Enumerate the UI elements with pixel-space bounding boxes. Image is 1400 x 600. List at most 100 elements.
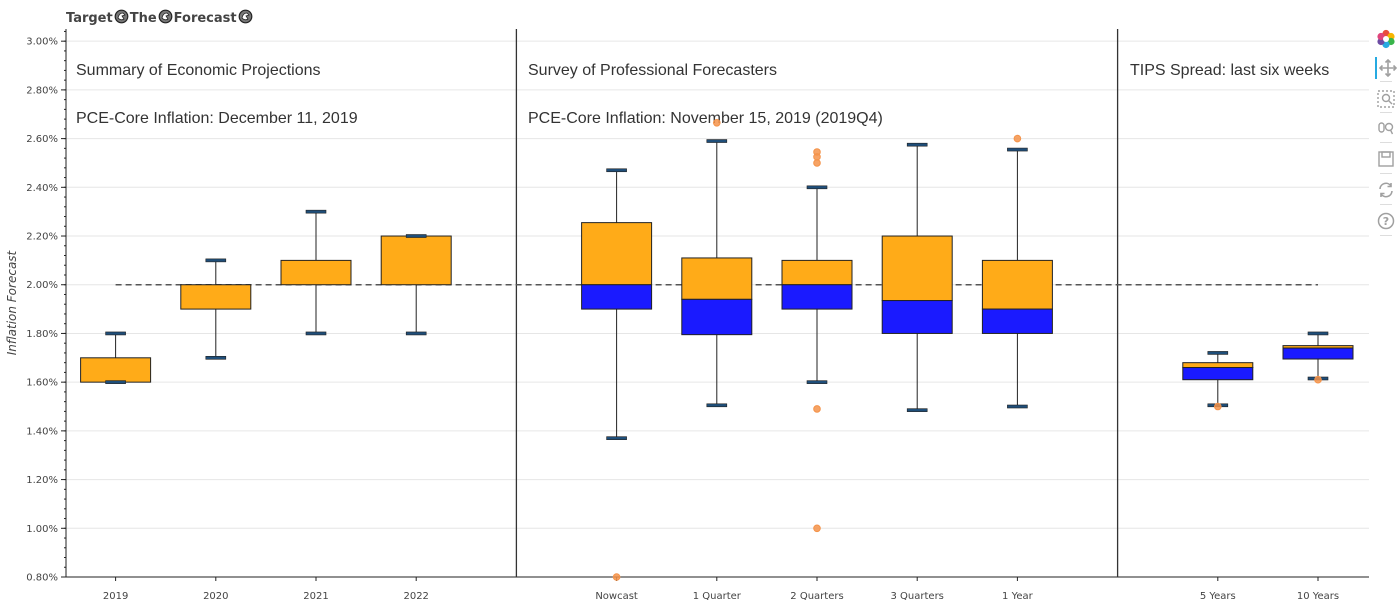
lower-box — [881, 300, 953, 334]
outlier-point — [612, 573, 621, 581]
upper-box — [180, 284, 252, 310]
y-tick-label: 2.60% — [26, 134, 58, 145]
upper-box — [380, 235, 452, 286]
lower-box — [981, 308, 1053, 334]
outlier-point — [813, 159, 821, 167]
x-tick-label: 2 Quarters — [790, 591, 843, 600]
upper-whisker-cap — [806, 185, 828, 190]
x-tick-label: 2020 — [203, 591, 228, 600]
pointing-hand-icon — [114, 9, 129, 24]
x-tick-label: 2019 — [103, 591, 128, 600]
outlier-point — [1314, 375, 1322, 384]
y-tick-label: 1.80% — [26, 329, 58, 340]
upper-whisker-cap — [105, 331, 126, 336]
y-axis: 0.80% 1.00% 1.20% 1.40% 1.60% 1.80% 2.00% 2.20%… — [5, 29, 67, 584]
upper-box — [581, 222, 653, 286]
upper-whisker-cap — [205, 258, 227, 263]
lower-box — [681, 298, 753, 336]
upper-box — [80, 357, 152, 383]
box-10-years — [1282, 331, 1354, 384]
upper-box — [781, 259, 853, 286]
y-tick-label: 2.80% — [26, 85, 58, 96]
outlier-point — [1214, 402, 1222, 411]
upper-whisker-cap — [906, 142, 928, 147]
y-tick-label: 2.40% — [26, 183, 58, 194]
box-2021 — [280, 209, 352, 336]
pointing-hand-icon — [158, 9, 173, 24]
y-tick-label: 0.80% — [26, 573, 58, 584]
box-1-quarter — [681, 118, 753, 408]
y-tick-label: 1.20% — [26, 475, 58, 486]
outlier-point — [813, 405, 821, 413]
svg-text:?: ? — [1383, 215, 1389, 228]
bokeh-logo-icon[interactable] — [1375, 28, 1397, 50]
x-tick-label: 3 Quarters — [891, 591, 944, 600]
lower-box — [581, 284, 653, 310]
wheel-zoom-icon[interactable] — [1375, 117, 1397, 139]
upper-whisker-cap — [1207, 351, 1229, 355]
box-1-year — [981, 134, 1053, 409]
x-tick-label: 2021 — [303, 591, 328, 600]
y-tick-label: 2.20% — [26, 232, 58, 243]
title-word: Forecast — [173, 11, 237, 26]
upper-box — [681, 257, 753, 300]
panel-3: TIPS Spread: last six weeks — [1130, 62, 1354, 411]
outlier-point — [713, 118, 721, 127]
page-title: Target The Forecast — [66, 9, 254, 26]
upper-whisker-cap — [706, 139, 728, 143]
panel-subheading: PCE-Core Inflation: November 15, 2019 (2… — [528, 110, 883, 127]
upper-box — [881, 235, 953, 302]
box-2020 — [180, 258, 252, 360]
lower-box — [1182, 367, 1254, 381]
toolbar: ? — [1370, 28, 1400, 248]
lower-whisker-cap — [205, 355, 227, 360]
upper-whisker-cap — [1307, 331, 1329, 336]
outlier-point — [813, 524, 821, 533]
title-word: The — [129, 11, 157, 26]
panel-1: Summary of Economic Projections PCE-Core … — [76, 62, 452, 384]
panel-subheading: PCE-Core Inflation: December 11, 2019 — [76, 110, 358, 127]
x-axis: 2019 2020 2021 2022 Nowcast 1 Quarter 2 Quarte… — [66, 576, 1369, 600]
x-tick-label: 10 Years — [1297, 591, 1339, 600]
upper-whisker-cap — [1007, 147, 1028, 152]
pan-icon[interactable] — [1375, 57, 1399, 79]
lower-whisker-cap — [906, 408, 928, 412]
lower-whisker-cap — [706, 403, 728, 408]
y-tick-label: 3.00% — [26, 37, 58, 48]
upper-box — [280, 259, 352, 286]
x-tick-label: 5 Years — [1200, 591, 1236, 600]
y-tick-label: 1.40% — [26, 426, 58, 437]
lower-whisker-cap — [405, 331, 427, 336]
y-tick-label: 1.60% — [26, 378, 58, 389]
upper-box — [1182, 362, 1254, 369]
panel-2: Survey of Professional Forecasters PCE-Co… — [528, 62, 1053, 581]
box-nowcast — [581, 168, 653, 581]
x-tick-label: Nowcast — [595, 591, 638, 600]
outlier-point — [1013, 134, 1022, 143]
save-icon[interactable] — [1375, 148, 1397, 170]
reset-icon[interactable] — [1375, 179, 1397, 201]
lower-whisker-cap — [305, 331, 327, 336]
panel-heading: TIPS Spread: last six weeks — [1130, 62, 1329, 79]
lower-whisker-cap — [1007, 404, 1028, 409]
y-tick-label: 1.00% — [26, 524, 58, 535]
pointing-hand-icon — [238, 9, 253, 24]
panel-heading: Survey of Professional Forecasters — [528, 62, 777, 79]
title-word: Target — [66, 11, 113, 26]
upper-whisker-cap — [305, 209, 327, 214]
y-axis-label: Inflation Forecast — [5, 249, 19, 355]
x-tick-label: 1 Year — [1002, 591, 1034, 600]
box-2019 — [80, 331, 152, 384]
box-zoom-icon[interactable] — [1375, 88, 1397, 110]
y-tick-label: 2.00% — [26, 280, 58, 291]
lower-box — [781, 284, 853, 310]
help-icon[interactable]: ? — [1375, 210, 1397, 232]
box-2022 — [380, 234, 452, 336]
lower-box — [1282, 347, 1354, 360]
x-tick-label: 2022 — [403, 591, 428, 600]
box-5-years — [1182, 351, 1254, 411]
lower-whisker-cap — [105, 380, 126, 384]
panel-heading: Summary of Economic Projections — [76, 62, 321, 79]
